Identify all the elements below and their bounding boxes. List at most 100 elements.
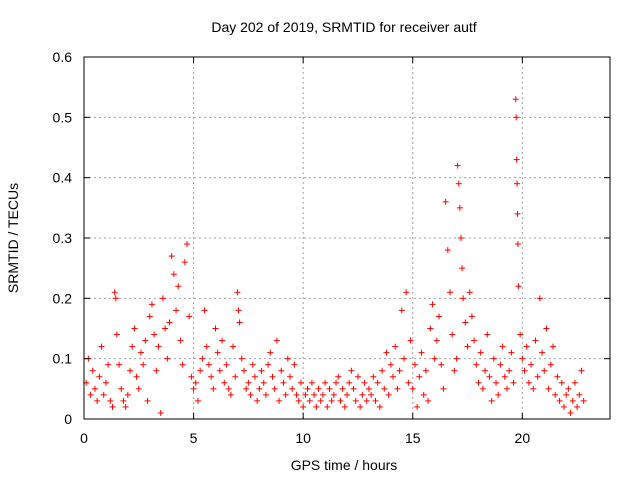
data-point xyxy=(433,337,440,344)
y-tick-label: 0 xyxy=(64,411,72,427)
data-point xyxy=(513,156,520,163)
data-point xyxy=(390,373,397,380)
data-point xyxy=(315,385,322,392)
data-point xyxy=(477,349,484,356)
data-point xyxy=(179,361,186,368)
data-point xyxy=(317,397,324,404)
data-point xyxy=(571,379,578,386)
data-point xyxy=(460,295,467,302)
data-point xyxy=(563,391,570,398)
data-point xyxy=(201,307,208,314)
data-point xyxy=(383,349,390,356)
data-point xyxy=(457,235,464,241)
data-point xyxy=(107,397,114,404)
data-point xyxy=(280,379,287,386)
data-point xyxy=(109,403,116,410)
data-point xyxy=(536,295,543,302)
data-point xyxy=(464,343,471,350)
data-point xyxy=(372,397,379,404)
data-point xyxy=(459,265,466,272)
data-point xyxy=(523,343,530,350)
data-point xyxy=(565,385,572,392)
data-point xyxy=(357,403,364,410)
data-point xyxy=(112,295,119,302)
y-tick-label: 0.6 xyxy=(53,49,73,65)
data-point xyxy=(199,355,206,362)
data-point xyxy=(243,385,250,392)
data-point xyxy=(208,373,215,380)
data-point xyxy=(210,385,217,392)
data-point xyxy=(385,391,392,398)
data-point xyxy=(514,210,521,217)
data-point xyxy=(289,385,296,392)
data-point xyxy=(519,355,526,362)
data-point xyxy=(124,391,131,398)
data-point xyxy=(89,367,96,374)
data-point xyxy=(120,397,127,404)
data-point xyxy=(235,307,242,314)
data-point xyxy=(194,397,201,404)
data-point xyxy=(205,361,212,368)
data-point xyxy=(254,397,261,404)
data-point xyxy=(131,325,138,332)
data-point xyxy=(495,391,502,398)
data-point xyxy=(175,283,182,290)
data-point xyxy=(547,361,554,368)
data-point xyxy=(118,385,125,392)
data-point xyxy=(506,367,513,374)
data-point xyxy=(532,337,539,344)
data-point xyxy=(580,397,587,404)
data-point xyxy=(300,403,307,410)
data-point xyxy=(512,96,519,103)
data-point xyxy=(164,355,171,362)
data-point xyxy=(453,355,460,362)
data-point xyxy=(291,361,298,368)
data-point xyxy=(295,397,302,404)
data-point xyxy=(471,337,478,344)
data-point xyxy=(359,391,366,398)
data-point xyxy=(569,397,576,404)
data-point xyxy=(396,367,403,374)
data-point xyxy=(497,361,504,368)
data-point xyxy=(525,379,532,386)
data-point xyxy=(447,289,454,296)
data-point xyxy=(177,337,184,344)
data-point xyxy=(374,379,381,386)
data-point xyxy=(245,379,252,386)
data-point xyxy=(363,397,370,404)
chart-title: Day 202 of 2019, SRMTID for receiver aut… xyxy=(211,19,476,35)
y-tick-label: 0.2 xyxy=(53,290,73,306)
data-point xyxy=(230,343,237,350)
data-point xyxy=(190,385,197,392)
data-point xyxy=(436,313,443,320)
data-point xyxy=(221,379,228,386)
data-point xyxy=(422,367,429,374)
data-point xyxy=(405,379,412,386)
data-point xyxy=(247,391,254,398)
data-point xyxy=(530,385,537,392)
data-point xyxy=(514,241,521,248)
data-point xyxy=(232,373,239,380)
data-point xyxy=(308,379,315,386)
data-point xyxy=(442,198,449,205)
data-point xyxy=(170,271,177,278)
data-point xyxy=(513,114,520,121)
data-point xyxy=(267,349,274,356)
data-point xyxy=(166,319,173,326)
data-point xyxy=(122,403,129,410)
data-point xyxy=(574,403,581,410)
data-point xyxy=(157,409,164,416)
data-point xyxy=(554,373,561,380)
data-point xyxy=(352,397,359,404)
data-point xyxy=(490,355,497,362)
data-point xyxy=(515,283,522,290)
y-tick-label: 0.3 xyxy=(53,230,73,246)
data-point xyxy=(137,349,144,356)
data-point xyxy=(379,367,386,374)
data-point xyxy=(133,373,140,380)
data-point xyxy=(94,397,101,404)
data-point xyxy=(260,379,267,386)
data-point xyxy=(344,391,350,398)
data-point xyxy=(451,367,458,374)
data-point xyxy=(262,391,269,398)
